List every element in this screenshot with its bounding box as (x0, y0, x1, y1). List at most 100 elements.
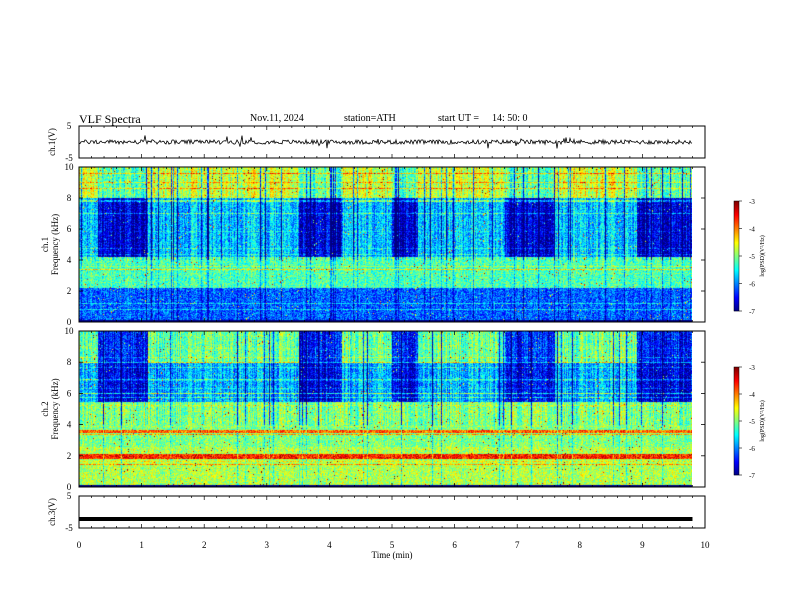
colorbar-segment (734, 252, 739, 254)
colorbar-segment (734, 387, 739, 389)
colorbar-segment (734, 445, 739, 447)
colorbar-segment (734, 309, 739, 311)
colorbar-tick-label: -4 (749, 226, 755, 234)
y-tick-label: 10 (65, 162, 75, 172)
colorbar-segment (734, 232, 739, 234)
colorbar-segment (734, 388, 739, 390)
colorbar-segment (734, 248, 739, 250)
colorbar-tick-label: -5 (749, 418, 755, 426)
colorbar-segment (734, 202, 739, 204)
colorbar-segment (734, 257, 739, 259)
colorbar-segment (734, 224, 739, 226)
colorbar-segment (734, 438, 739, 440)
colorbar-tick-label: -7 (749, 308, 755, 316)
colorbar-segment (734, 295, 739, 297)
station-label: station=ATH (344, 113, 396, 124)
start-ut-label: start UT = (438, 113, 480, 124)
colorbar-segment (734, 229, 739, 231)
ch1-spectrogram-panel-ylabel: ch.1 Frequency (kHz) (40, 214, 60, 275)
y-axis-label-line: ch.2 (40, 401, 50, 416)
colorbar-segment (734, 298, 739, 300)
colorbar-segment (734, 398, 739, 400)
colorbar-segment (734, 384, 739, 386)
y-tick-label: 8 (67, 193, 72, 203)
colorbar-segment (734, 269, 739, 271)
colorbar-segment (734, 448, 739, 450)
colorbar-segment (734, 266, 739, 268)
colorbar-tick-label: -6 (749, 445, 755, 453)
colorbar-segment (734, 226, 739, 228)
colorbar-segment (734, 390, 739, 392)
colorbar-segment (734, 303, 739, 305)
colorbar-segment (734, 219, 739, 221)
colorbar-segment (734, 276, 739, 278)
colorbar-segment (734, 204, 739, 206)
colorbar-segment (734, 207, 739, 209)
colorbar-segment (734, 308, 739, 310)
colorbar-segment (734, 456, 739, 458)
colorbar-segment (734, 402, 739, 404)
y-tick-label: 4 (67, 420, 72, 430)
colorbar-segment (734, 464, 739, 466)
colorbar-segment (734, 460, 739, 462)
colorbar-segment (734, 469, 739, 471)
colorbar-segment (734, 281, 739, 283)
start-ut-value: 14: 50: 0 (492, 113, 528, 124)
colorbar-tick-label: -7 (749, 472, 755, 480)
colorbar-segment (734, 380, 739, 382)
colorbar-segment (734, 286, 739, 288)
colorbar-segment (734, 278, 739, 280)
colorbar-segment (734, 417, 739, 419)
colorbar-segment (734, 368, 739, 370)
colorbar-segment (734, 451, 739, 453)
colorbar-segment (734, 414, 739, 416)
colorbar-segment (734, 376, 739, 378)
colorbar-segment (734, 426, 739, 428)
colorbar-segment (734, 265, 739, 267)
colorbar-segment (734, 454, 739, 456)
y-axis-label-line: ch.3(V) (47, 498, 57, 526)
colorbar-segment (734, 218, 739, 220)
colorbar-segment (734, 405, 739, 407)
colorbar-segment (734, 370, 739, 372)
ch3-waveform-panel-ylabel: ch.3(V) (47, 498, 57, 526)
colorbar-segment (734, 421, 739, 423)
colorbar-label: log(PSD)(V²/Hz) (759, 235, 766, 276)
colorbar-segment (734, 372, 739, 374)
colorbar-segment (734, 450, 739, 452)
colorbar-segment (734, 206, 739, 208)
colorbar-segment (734, 382, 739, 384)
x-tick-label: 1 (139, 540, 144, 550)
colorbar-segment (734, 242, 739, 244)
colorbar-segment (734, 452, 739, 454)
colorbar-segment (734, 290, 739, 292)
colorbar-segment (734, 472, 739, 474)
colorbar-segment (734, 373, 739, 375)
colorbar-segment (734, 431, 739, 433)
y-tick-label: 2 (67, 286, 72, 296)
colorbar-segment (734, 374, 739, 376)
x-tick-label: 6 (452, 540, 457, 550)
colorbar-segment (734, 367, 739, 369)
colorbar-segment (734, 307, 739, 309)
colorbar-segment (734, 436, 739, 438)
x-tick-label: 10 (701, 540, 711, 550)
colorbar-segment (734, 262, 739, 264)
colorbar-segment (734, 228, 739, 230)
colorbar-segment (734, 457, 739, 459)
colorbar-tick-label: -5 (749, 253, 755, 261)
ch1-waveform-panel-ylabel: ch.1(V) (47, 128, 57, 156)
colorbar-segment (734, 379, 739, 381)
colorbar-segment (734, 399, 739, 401)
colorbar-segment (734, 292, 739, 294)
colorbar-segment (734, 208, 739, 210)
colorbar-segment (734, 422, 739, 424)
ch2-spectrogram-panel-ylabel: ch.2 Frequency (kHz) (40, 378, 60, 439)
colorbar-segment (734, 293, 739, 295)
spectrogram-image-ch2 (79, 331, 692, 487)
colorbar-segment (734, 443, 739, 445)
colorbar-segment (734, 416, 739, 418)
colorbar-segment (734, 209, 739, 211)
colorbar-segment (734, 268, 739, 270)
